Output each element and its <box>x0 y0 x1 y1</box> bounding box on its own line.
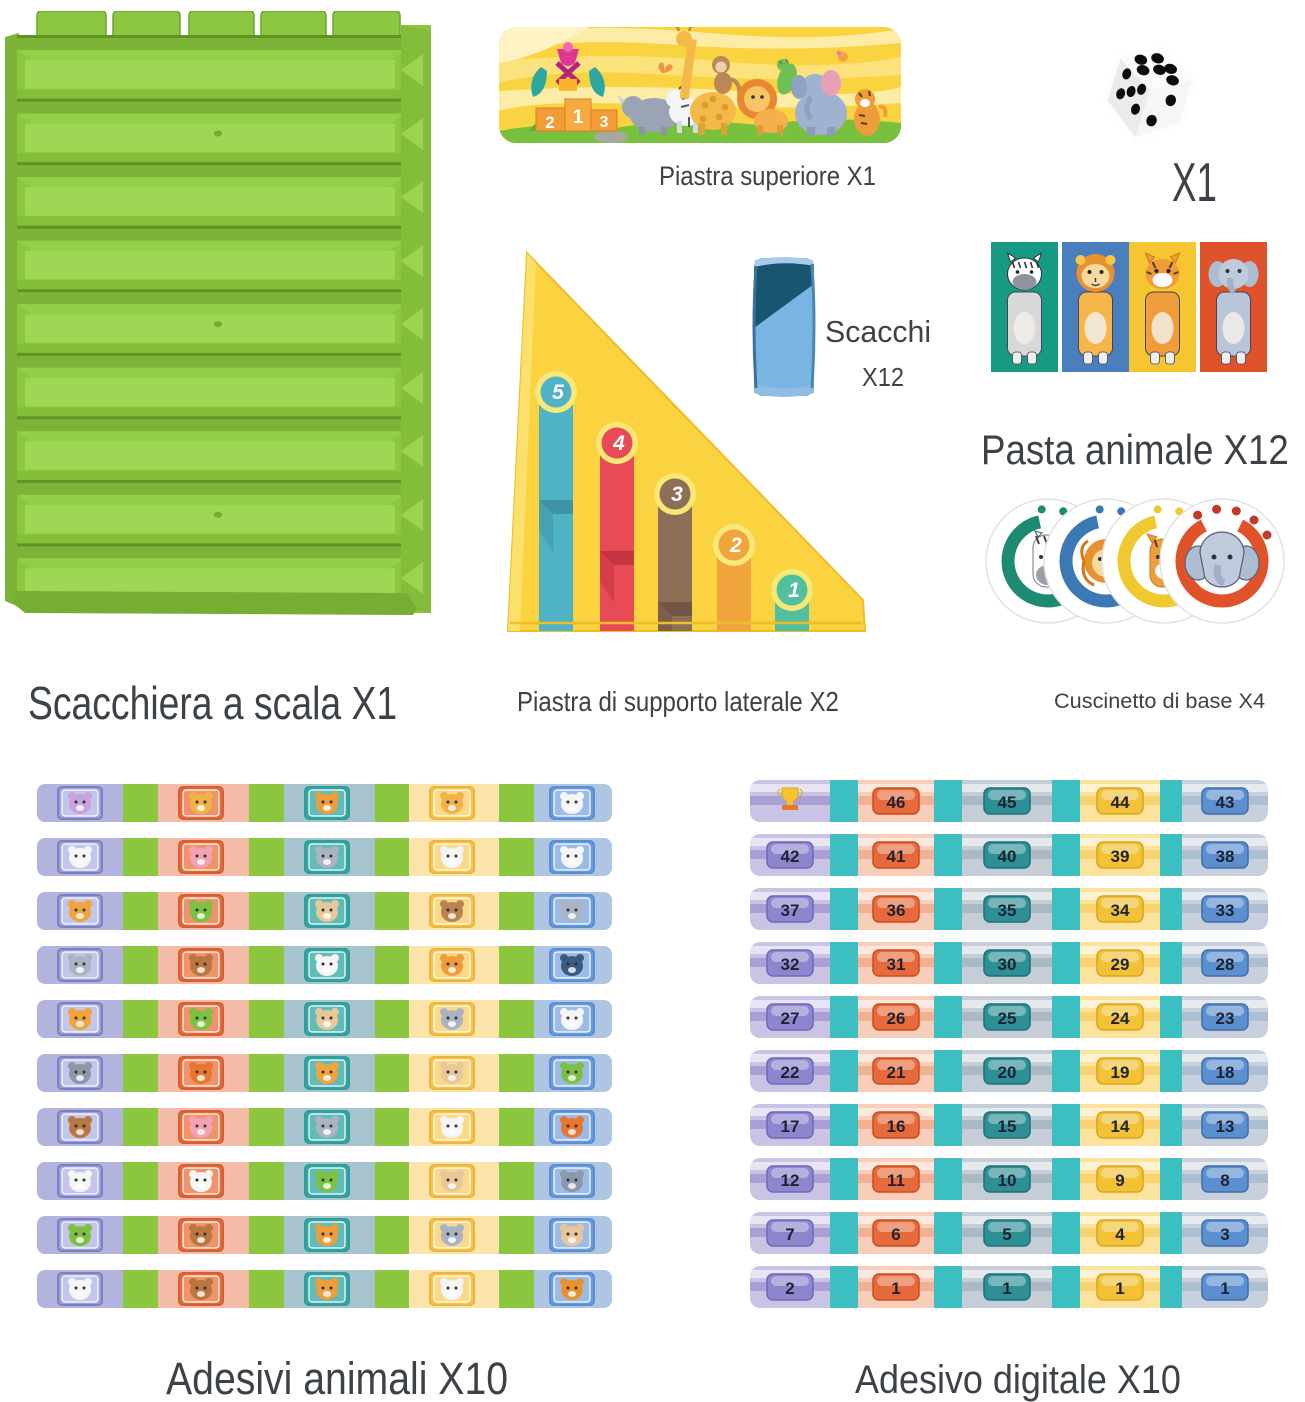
svg-text:18: 18 <box>1216 1063 1235 1082</box>
svg-text:27: 27 <box>781 1009 800 1028</box>
svg-text:25: 25 <box>998 1009 1017 1028</box>
svg-text:42: 42 <box>781 847 800 866</box>
svg-text:33: 33 <box>1216 901 1235 920</box>
svg-text:7: 7 <box>785 1225 794 1244</box>
svg-text:3: 3 <box>1220 1225 1229 1244</box>
svg-text:26: 26 <box>887 1009 906 1028</box>
svg-text:17: 17 <box>781 1117 800 1136</box>
svg-text:9: 9 <box>1115 1171 1124 1190</box>
svg-text:1: 1 <box>573 107 584 128</box>
svg-text:21: 21 <box>887 1063 906 1082</box>
svg-text:43: 43 <box>1216 793 1235 812</box>
svg-text:24: 24 <box>1111 1009 1130 1028</box>
svg-text:2: 2 <box>729 534 742 557</box>
svg-text:4: 4 <box>612 432 625 455</box>
svg-text:6: 6 <box>891 1225 900 1244</box>
svg-text:1: 1 <box>788 579 800 602</box>
svg-text:8: 8 <box>1220 1171 1229 1190</box>
svg-text:45: 45 <box>998 793 1017 812</box>
svg-text:3: 3 <box>600 114 609 131</box>
svg-text:34: 34 <box>1111 901 1130 920</box>
svg-text:15: 15 <box>998 1117 1017 1136</box>
svg-text:38: 38 <box>1216 847 1235 866</box>
svg-text:28: 28 <box>1216 955 1235 974</box>
svg-text:23: 23 <box>1216 1009 1235 1028</box>
svg-text:40: 40 <box>998 847 1017 866</box>
svg-text:44: 44 <box>1111 793 1130 812</box>
svg-text:19: 19 <box>1111 1063 1130 1082</box>
svg-text:46: 46 <box>887 793 906 812</box>
svg-text:4: 4 <box>1115 1225 1125 1244</box>
svg-text:2: 2 <box>545 113 554 132</box>
svg-text:5: 5 <box>1002 1225 1011 1244</box>
svg-text:13: 13 <box>1216 1117 1235 1136</box>
svg-text:29: 29 <box>1111 955 1130 974</box>
svg-text:22: 22 <box>781 1063 800 1082</box>
svg-text:2: 2 <box>785 1279 794 1298</box>
svg-text:32: 32 <box>781 955 800 974</box>
svg-text:14: 14 <box>1111 1117 1130 1136</box>
svg-text:37: 37 <box>781 901 800 920</box>
svg-text:36: 36 <box>887 901 906 920</box>
svg-text:20: 20 <box>998 1063 1017 1082</box>
svg-text:16: 16 <box>887 1117 906 1136</box>
svg-text:31: 31 <box>887 955 906 974</box>
svg-text:41: 41 <box>887 847 906 866</box>
svg-text:1: 1 <box>1220 1279 1229 1298</box>
svg-text:30: 30 <box>998 955 1017 974</box>
svg-text:1: 1 <box>891 1279 900 1298</box>
svg-text:3: 3 <box>671 483 683 506</box>
svg-text:39: 39 <box>1111 847 1130 866</box>
svg-text:12: 12 <box>781 1171 800 1190</box>
svg-text:1: 1 <box>1115 1279 1124 1298</box>
svg-text:35: 35 <box>998 901 1017 920</box>
svg-text:11: 11 <box>887 1171 905 1190</box>
svg-text:5: 5 <box>552 381 564 404</box>
svg-text:10: 10 <box>998 1171 1017 1190</box>
svg-text:1: 1 <box>1002 1279 1011 1298</box>
